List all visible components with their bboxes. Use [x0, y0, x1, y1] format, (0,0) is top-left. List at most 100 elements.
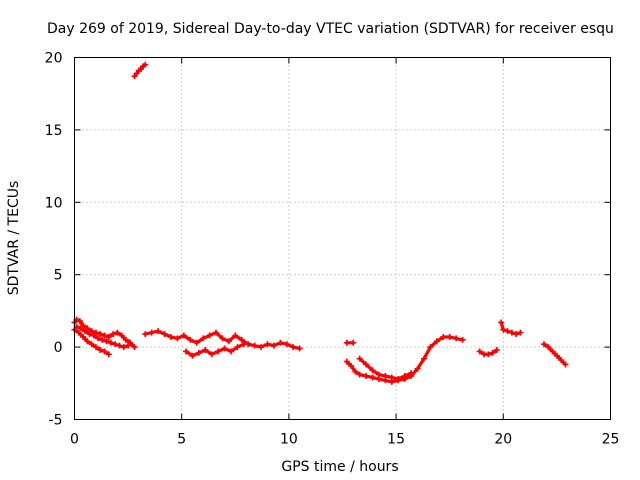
data-point	[200, 335, 207, 342]
axis-ticks	[74, 57, 611, 420]
data-point	[238, 336, 245, 343]
y-tick-label: 10	[45, 195, 63, 211]
data-point	[77, 325, 84, 332]
data-series	[71, 61, 569, 385]
data-point	[103, 338, 110, 345]
data-point	[541, 341, 548, 348]
data-point	[382, 373, 389, 380]
data-point	[369, 374, 376, 381]
data-point	[82, 328, 89, 335]
data-point	[363, 373, 370, 380]
data-point	[558, 357, 565, 364]
data-point	[120, 344, 127, 351]
data-point	[125, 342, 132, 349]
data-point	[92, 344, 99, 351]
data-point	[258, 344, 265, 351]
data-point	[105, 333, 112, 340]
y-tick-label: -5	[49, 413, 63, 429]
data-point	[215, 348, 222, 355]
data-point	[84, 338, 91, 345]
gridlines	[74, 57, 611, 420]
data-point	[485, 351, 492, 358]
data-point	[270, 342, 277, 349]
data-point	[508, 329, 515, 336]
data-point	[110, 331, 117, 338]
data-point	[107, 339, 114, 346]
data-point	[517, 329, 524, 336]
data-point	[352, 368, 359, 375]
data-point	[97, 331, 104, 338]
data-point	[545, 344, 552, 351]
data-point	[86, 331, 93, 338]
x-tick-label: 15	[387, 432, 405, 448]
data-point	[219, 335, 226, 342]
y-tick-label: 5	[54, 268, 63, 284]
data-point	[277, 339, 284, 346]
series-segment-6	[184, 342, 246, 358]
data-point	[493, 346, 500, 353]
data-point	[148, 329, 155, 336]
data-point	[221, 345, 228, 352]
data-point	[187, 336, 194, 343]
data-point	[101, 332, 108, 339]
data-point	[232, 332, 239, 339]
data-point	[356, 371, 363, 378]
x-tick-label: 5	[177, 432, 186, 448]
data-point	[225, 338, 232, 345]
data-point	[101, 348, 108, 355]
data-point	[343, 339, 350, 346]
data-point	[453, 335, 460, 342]
data-point	[234, 344, 241, 351]
data-point	[408, 370, 415, 377]
data-point	[562, 361, 569, 368]
x-tick-label: 20	[494, 432, 512, 448]
data-point	[202, 346, 209, 353]
data-point	[350, 339, 357, 346]
data-point	[476, 348, 483, 355]
data-point	[296, 345, 303, 352]
data-point	[161, 331, 168, 338]
data-point	[112, 341, 119, 348]
data-point	[75, 329, 82, 336]
data-point	[420, 355, 427, 362]
data-point	[167, 333, 174, 340]
data-point	[553, 352, 560, 359]
data-point	[498, 319, 505, 326]
data-point	[283, 341, 290, 348]
y-tick-label: 0	[54, 340, 63, 356]
data-point	[95, 335, 102, 342]
data-point	[356, 355, 363, 362]
data-point	[489, 349, 496, 356]
data-point	[290, 344, 297, 351]
x-tick-label: 25	[602, 432, 620, 448]
data-point	[97, 346, 104, 353]
data-point	[240, 341, 247, 348]
x-tick-label: 0	[70, 432, 79, 448]
data-point	[414, 365, 421, 372]
x-axis-label: GPS time / hours	[281, 459, 398, 475]
data-point	[369, 367, 376, 374]
y-tick-label: 20	[45, 51, 63, 67]
data-point	[433, 338, 440, 345]
data-point	[348, 362, 355, 369]
data-point	[174, 335, 181, 342]
data-point	[131, 344, 138, 351]
data-point	[180, 332, 187, 339]
data-point	[193, 339, 200, 346]
data-point	[459, 336, 466, 343]
data-point	[155, 328, 162, 335]
plot-frame	[74, 57, 611, 420]
data-point	[375, 371, 382, 378]
data-point	[264, 341, 271, 348]
data-point	[142, 331, 149, 338]
y-tick-label: 15	[45, 123, 63, 139]
data-point	[195, 349, 202, 356]
data-point	[80, 333, 87, 340]
data-point	[427, 344, 434, 351]
data-point	[395, 375, 402, 382]
data-point	[189, 352, 196, 359]
data-point	[401, 373, 408, 380]
data-point	[513, 331, 520, 338]
data-point	[105, 351, 112, 358]
